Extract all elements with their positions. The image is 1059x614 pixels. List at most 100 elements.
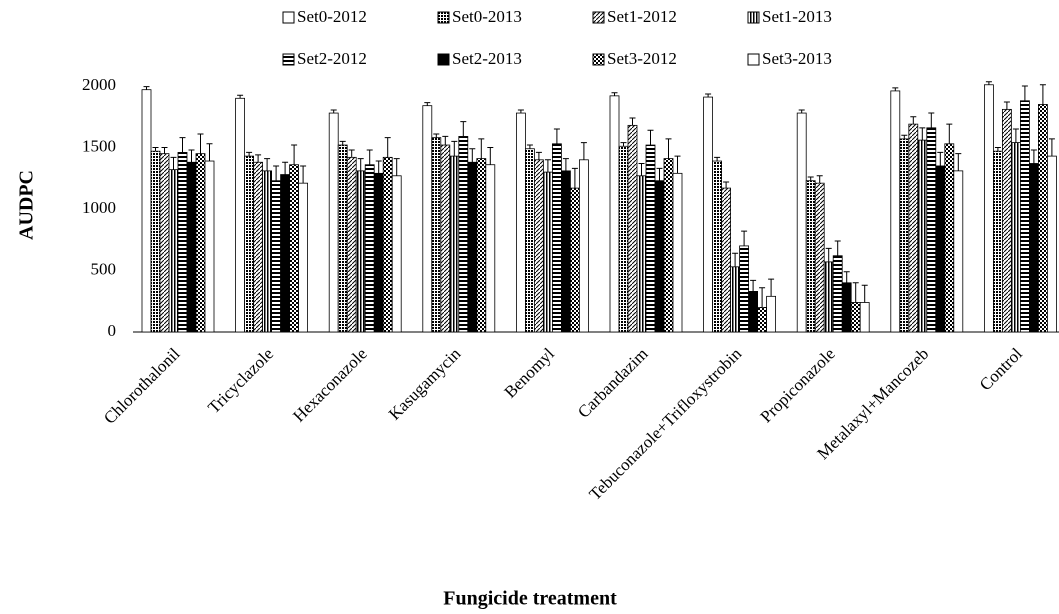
x-tick-label: Chlorothalonil	[100, 344, 184, 428]
bar	[476, 158, 487, 333]
error-bar	[768, 278, 775, 297]
bar	[712, 160, 722, 333]
error-bar	[580, 142, 587, 160]
bar	[730, 266, 740, 333]
bar	[177, 152, 188, 333]
error-bar	[955, 153, 962, 171]
error-bar	[535, 151, 542, 160]
x-tick-label: Kasugamycin	[385, 344, 465, 424]
error-bar	[197, 133, 204, 154]
bar	[899, 138, 910, 333]
bar	[289, 164, 300, 333]
x-tick-label: Carbandazim	[574, 344, 652, 422]
error-bar	[384, 137, 391, 158]
bar	[1020, 100, 1030, 333]
bar	[525, 148, 535, 333]
error-bar	[357, 158, 364, 171]
error-bar	[919, 127, 926, 141]
bar	[926, 127, 937, 333]
bar	[186, 161, 197, 333]
bar	[159, 153, 170, 333]
error-bar	[741, 230, 748, 246]
bar	[645, 144, 656, 333]
legend-label: Set0-2013	[452, 7, 522, 26]
error-bar	[843, 271, 850, 283]
legend-label: Set3-2013	[762, 49, 832, 68]
error-bar	[161, 147, 168, 154]
bar	[337, 144, 348, 333]
error-bar	[732, 252, 739, 267]
bar	[618, 145, 629, 333]
error-bar	[544, 159, 551, 173]
error-bar	[282, 161, 289, 175]
bar	[253, 161, 264, 333]
bar	[814, 182, 825, 333]
error-bar	[170, 156, 177, 170]
y-tick-label: 0	[108, 321, 117, 340]
bar	[654, 180, 665, 333]
error-bar	[946, 123, 953, 144]
error-bar	[611, 92, 618, 96]
bar	[552, 143, 562, 333]
bar	[993, 150, 1003, 333]
bar	[422, 105, 433, 333]
legend-label: Set0-2012	[297, 7, 367, 26]
error-bar	[469, 148, 476, 163]
error-bar	[246, 151, 253, 157]
error-bar	[723, 181, 730, 189]
legend-swatch	[747, 53, 760, 66]
bar	[609, 95, 620, 333]
bar	[298, 182, 309, 333]
error-bar	[375, 160, 382, 174]
bar	[739, 245, 749, 333]
error-bar	[674, 155, 681, 174]
error-bar	[143, 86, 150, 90]
bar	[534, 159, 544, 333]
bar	[346, 156, 357, 333]
error-bar	[759, 287, 766, 308]
bar	[908, 123, 919, 333]
bar	[355, 170, 366, 333]
bar	[364, 164, 375, 333]
bar	[561, 170, 571, 333]
legend-label: Set3-2012	[607, 49, 677, 68]
bar	[467, 161, 478, 333]
error-bar	[273, 165, 280, 181]
error-bar	[571, 167, 578, 189]
legend-label: Set2-2013	[452, 49, 522, 68]
y-tick-label: 1500	[82, 136, 116, 155]
bar	[917, 139, 928, 333]
bar	[244, 155, 255, 333]
error-bar	[188, 149, 195, 163]
error-bar	[825, 247, 832, 262]
legend-label: Set1-2013	[762, 7, 832, 26]
bar	[168, 169, 179, 333]
x-axis-title: Fungicide treatment	[443, 588, 617, 610]
bar	[235, 97, 246, 333]
error-bar	[892, 87, 899, 91]
error-bar	[237, 94, 244, 99]
y-tick-label: 2000	[82, 75, 116, 94]
error-bar	[206, 143, 213, 162]
bar	[458, 136, 469, 333]
bar	[805, 180, 816, 333]
x-tick-label: Tebuconazole+Trifloxystrobin	[585, 344, 745, 504]
bar	[796, 112, 807, 333]
error-bar	[433, 133, 440, 138]
bar	[485, 164, 496, 333]
error-bar	[705, 93, 712, 98]
error-bar	[807, 176, 814, 181]
bar	[204, 160, 215, 333]
error-bar	[348, 149, 355, 158]
y-tick-label: 500	[91, 259, 117, 278]
error-bar	[1021, 85, 1028, 101]
error-bar	[460, 121, 467, 137]
bar	[431, 137, 442, 333]
bar	[579, 159, 589, 333]
bar	[391, 175, 402, 333]
error-bar	[750, 279, 757, 292]
bar	[382, 156, 393, 333]
error-bar	[291, 144, 298, 165]
error-bar	[647, 129, 654, 146]
